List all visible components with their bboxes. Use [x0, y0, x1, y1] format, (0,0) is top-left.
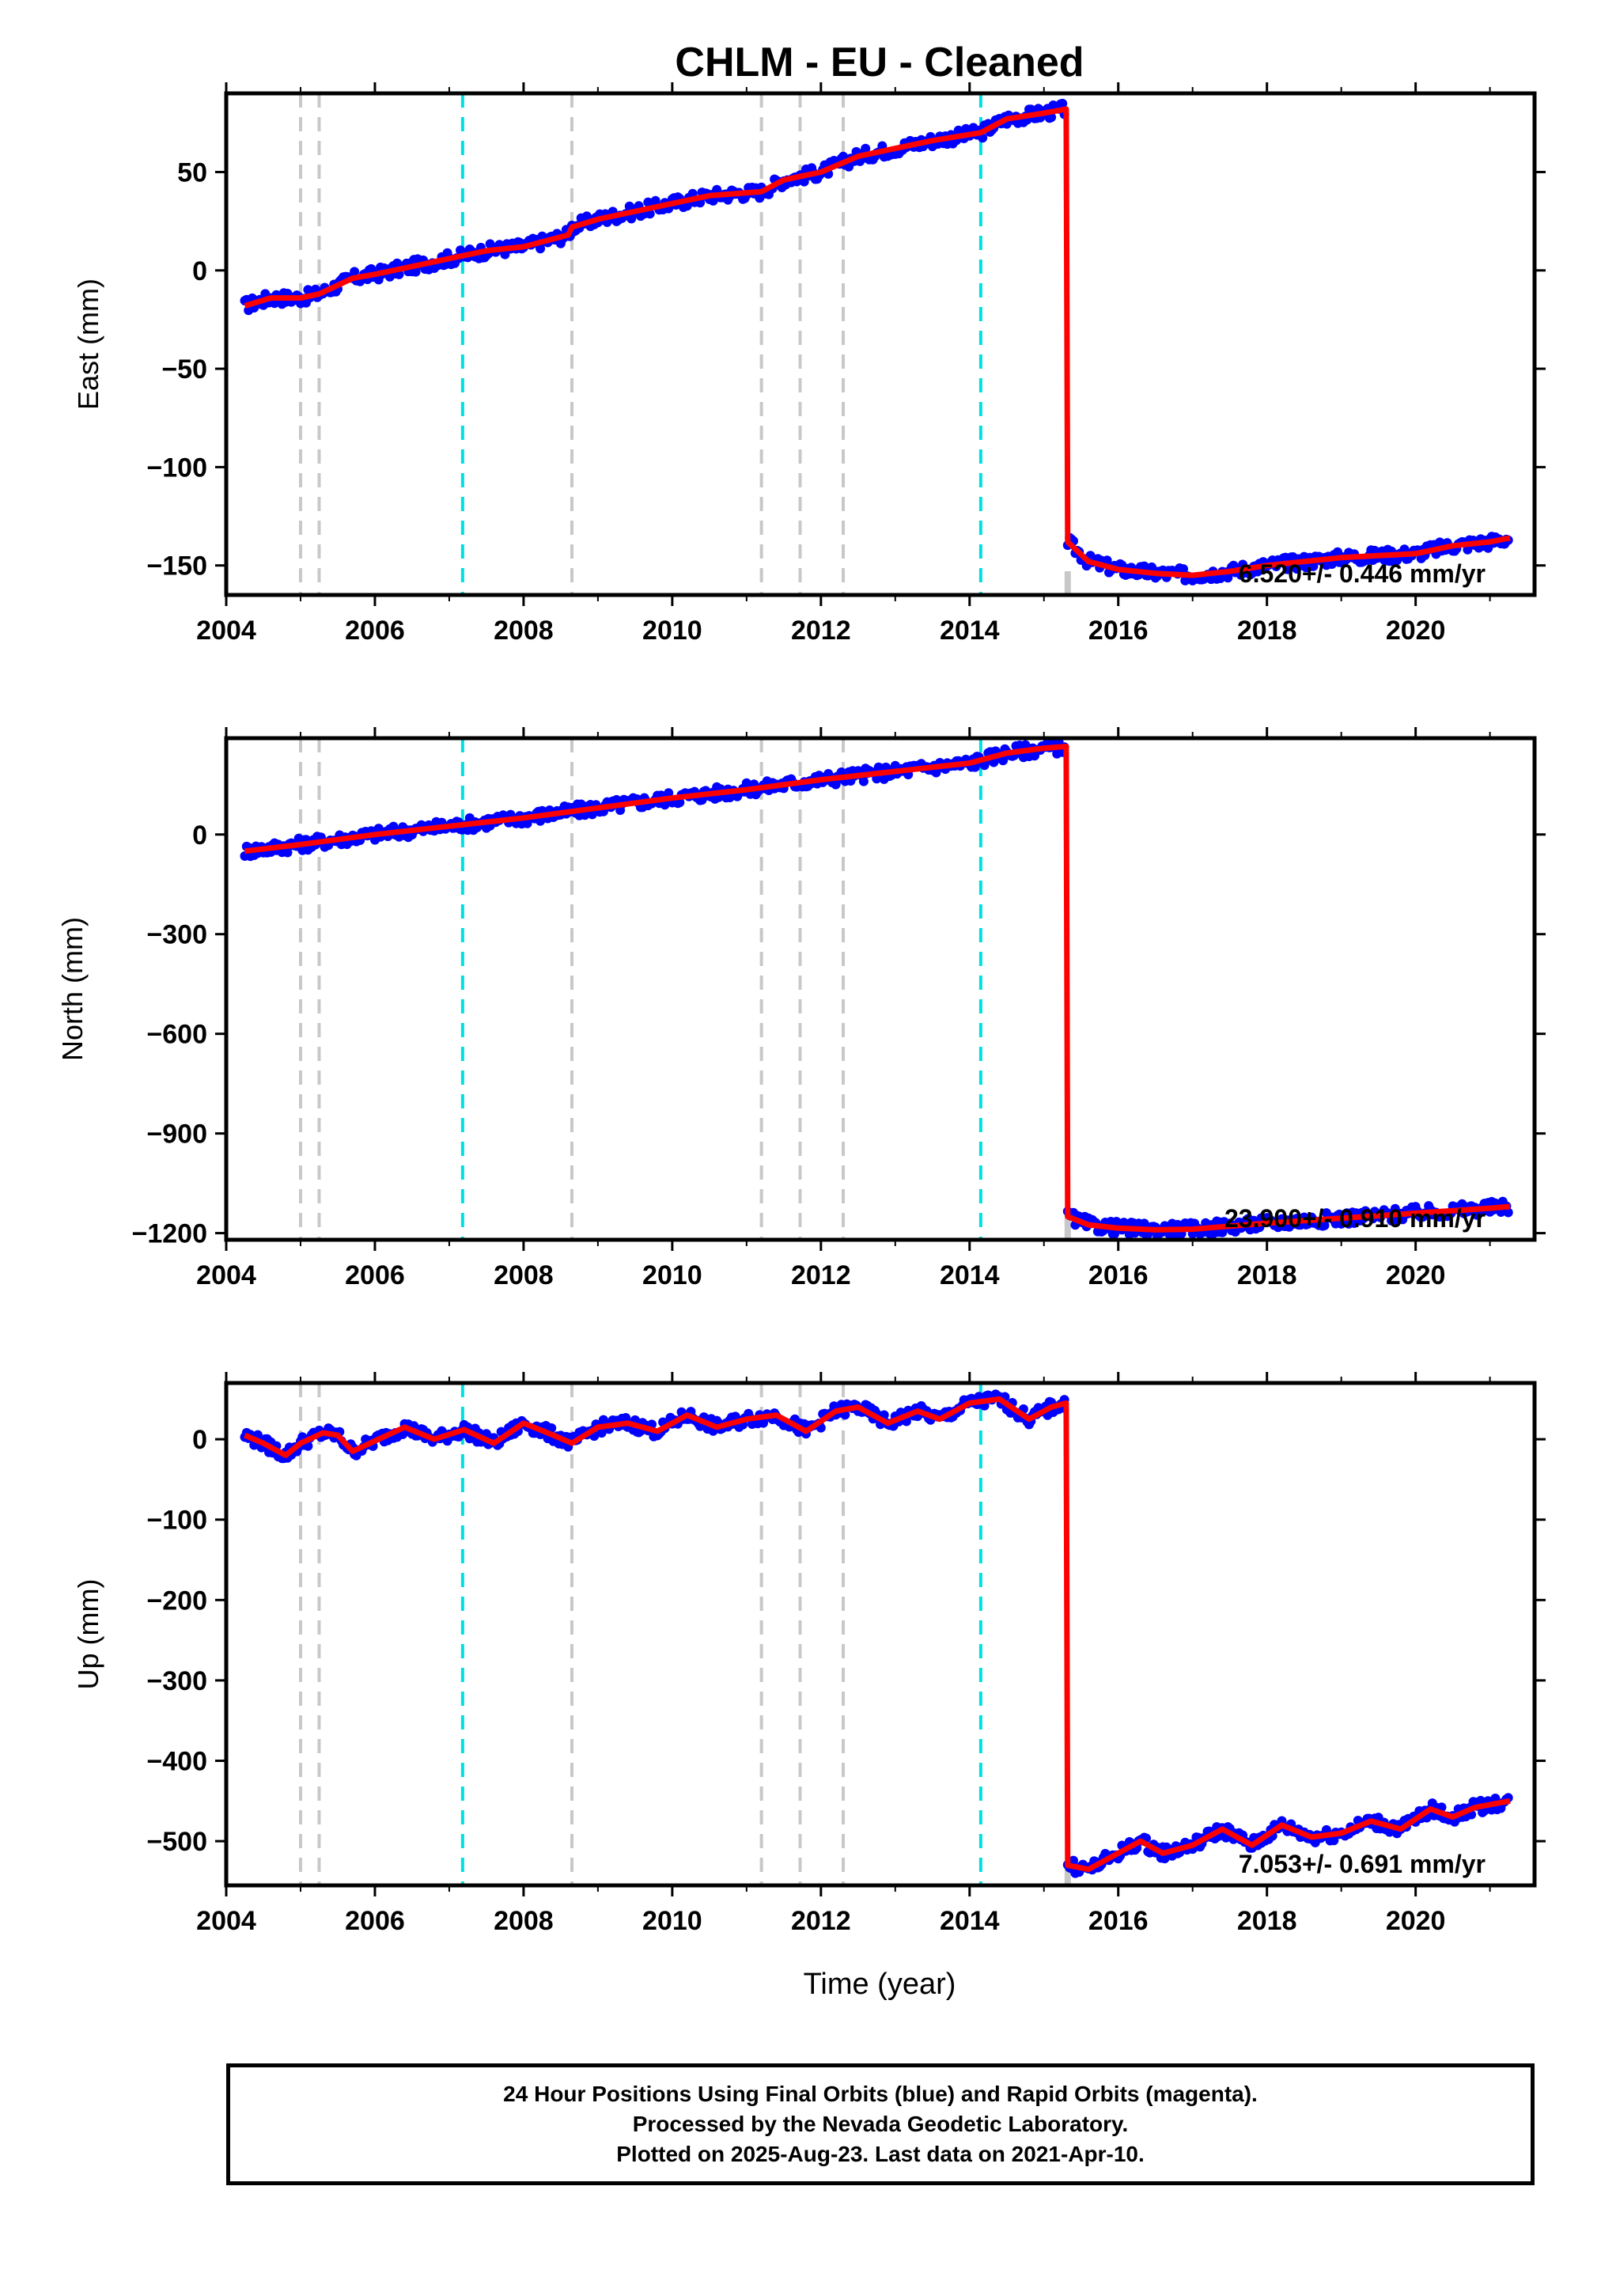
plot-frame — [224, 736, 1537, 1242]
x-tick-label: 2014 — [940, 1260, 1000, 1290]
plot-frame — [224, 91, 1537, 597]
x-tick-label: 2014 — [940, 1906, 1000, 1936]
x-tick-label: 2008 — [494, 616, 554, 646]
chart-title: CHLM - EU - Cleaned — [675, 40, 1084, 85]
data-point — [1457, 1199, 1467, 1209]
data-point — [1282, 564, 1293, 574]
panels: 2004 2006 2008 2010 2012 2014 2016 2018 2020 50 0 −… — [56, 82, 1546, 1936]
x-tick-label: 2010 — [642, 616, 702, 646]
data-point — [1319, 1220, 1330, 1230]
x-tick-label: 2020 — [1386, 616, 1446, 646]
x-tick-label: 2018 — [1237, 1260, 1297, 1290]
data-point — [1069, 1855, 1078, 1866]
data-point — [1223, 573, 1233, 583]
y-tick-label: −500 — [146, 1827, 207, 1857]
x-tick-label: 2004 — [196, 616, 256, 646]
data-point — [708, 195, 718, 206]
data-point — [1102, 555, 1112, 566]
y-tick-label: −100 — [146, 453, 207, 483]
x-tick-label: 2016 — [1088, 1260, 1149, 1290]
x-tick-label: 2006 — [345, 1906, 405, 1936]
x-tick-label: 2006 — [345, 616, 405, 646]
y-tick-label: 50 — [177, 157, 207, 188]
series-group — [240, 98, 1513, 585]
footer-line-plotted-on: Plotted on 2025-Aug-23. Last data on 202… — [616, 2142, 1145, 2166]
x-tick-label: 2016 — [1088, 616, 1149, 646]
data-point — [1139, 1218, 1149, 1229]
y-tick-label: −150 — [146, 551, 207, 582]
y-tick-label: −200 — [146, 1586, 207, 1616]
data-points — [240, 738, 1513, 1240]
x-tick-label: 2008 — [494, 1260, 554, 1290]
data-point — [741, 778, 751, 788]
x-tick-label: 2018 — [1237, 616, 1297, 646]
plot-frame — [224, 1381, 1537, 1888]
x-tick-label: 2020 — [1386, 1260, 1446, 1290]
y-tick-label: 0 — [192, 256, 207, 286]
x-tick-label: 2010 — [642, 1906, 702, 1936]
data-point — [547, 1423, 557, 1433]
data-point — [282, 847, 293, 858]
y-axis-label: East (mm) — [72, 278, 104, 410]
y-tick-label: −600 — [146, 1020, 207, 1050]
x-tick-label: 2006 — [345, 1260, 405, 1290]
series-group — [240, 738, 1513, 1240]
data-point — [861, 143, 871, 153]
y-tick-label: 0 — [192, 1425, 207, 1455]
y-tick-label: −400 — [146, 1747, 207, 1777]
y-tick-label: −100 — [146, 1506, 207, 1536]
data-point — [596, 1428, 607, 1438]
x-tick-label: 2008 — [494, 1906, 554, 1936]
model-line — [244, 744, 1511, 1233]
data-point — [858, 776, 869, 786]
data-point — [1179, 564, 1188, 574]
data-point — [1160, 1854, 1170, 1864]
x-tick-label: 2020 — [1386, 1906, 1446, 1936]
x-tick-label: 2004 — [196, 1906, 256, 1936]
data-point — [536, 244, 546, 254]
y-axis-label: North (mm) — [56, 917, 89, 1061]
y-tick-label: 0 — [192, 820, 207, 851]
data-point — [759, 1418, 768, 1428]
velocity-annotation: 23.900+/- 0.910 mm/yr — [1224, 1204, 1486, 1233]
data-point — [1308, 561, 1319, 571]
footer-line-orbits: 24 Hour Positions Using Final Orbits (bl… — [503, 2082, 1258, 2106]
y-tick-label: −50 — [161, 354, 207, 385]
panel-2: 2004 2006 2008 2010 2012 2014 2016 2018 2020 0 −30… — [56, 727, 1546, 1290]
data-point — [350, 267, 360, 277]
x-axis-label: Time (year) — [804, 1968, 956, 2001]
velocity-annotation: 6.520+/- 0.446 mm/yr — [1239, 559, 1486, 588]
x-tick-label: 2004 — [196, 1260, 256, 1290]
x-tick-label: 2012 — [791, 616, 851, 646]
model-line — [244, 1396, 1511, 1873]
x-tick-label: 2012 — [791, 1906, 851, 1936]
panel-1: 2004 2006 2008 2010 2012 2014 2016 2018 2020 50 0 −… — [72, 82, 1546, 646]
data-point — [1475, 1795, 1486, 1805]
y-axis-label: Up (mm) — [72, 1579, 104, 1690]
data-point — [1503, 1207, 1513, 1218]
x-tick-label: 2016 — [1088, 1906, 1149, 1936]
model-line — [244, 106, 1511, 578]
y-tick-label: −1200 — [132, 1219, 208, 1249]
y-tick-label: −900 — [146, 1120, 207, 1150]
x-tick-label: 2012 — [791, 1260, 851, 1290]
panel-3: 2004 2006 2008 2010 2012 2014 2016 2018 2020 0 −10… — [72, 1372, 1546, 1936]
x-tick-label: 2014 — [940, 616, 1000, 646]
data-points — [240, 1389, 1513, 1878]
x-tick-label: 2018 — [1237, 1906, 1297, 1936]
footer-info-box: 24 Hour Positions Using Final Orbits (bl… — [226, 2063, 1535, 2185]
data-point — [1058, 98, 1068, 108]
y-tick-label: −300 — [146, 920, 207, 950]
series-group — [240, 1389, 1513, 1878]
footer-line-processed-by: Processed by the Nevada Geodetic Laborat… — [632, 2112, 1129, 2136]
velocity-annotation: 7.053+/- 0.691 mm/yr — [1239, 1850, 1486, 1878]
data-points — [240, 98, 1513, 585]
x-tick-label: 2010 — [642, 1260, 702, 1290]
data-point — [1327, 559, 1337, 569]
y-tick-label: −300 — [146, 1666, 207, 1696]
data-point — [998, 756, 1009, 766]
